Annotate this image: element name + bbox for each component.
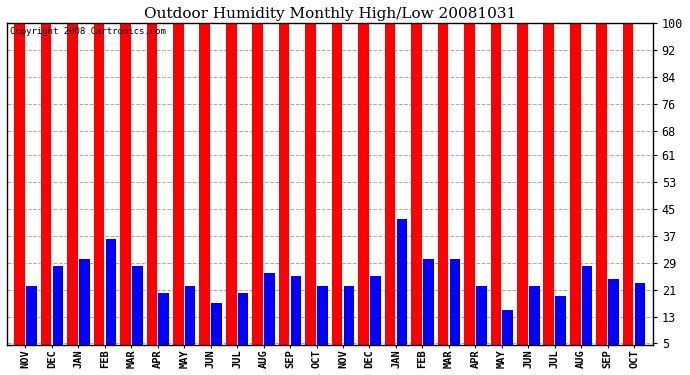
Bar (385, 24, 395, 360)
Bar (199, 24, 210, 360)
Bar (623, 24, 633, 360)
Bar (317, 286, 328, 360)
Bar (279, 24, 289, 360)
Bar (450, 259, 460, 360)
Bar (79, 259, 90, 360)
Bar (582, 266, 593, 360)
Bar (609, 279, 619, 360)
Bar (173, 24, 184, 360)
Bar (555, 296, 566, 360)
Title: Outdoor Humidity Monthly High/Low 20081031: Outdoor Humidity Monthly High/Low 200810… (144, 7, 516, 21)
Bar (305, 24, 316, 360)
Bar (423, 259, 434, 360)
Bar (397, 219, 407, 360)
Bar (26, 286, 37, 360)
Bar (529, 286, 540, 360)
Bar (491, 24, 501, 360)
Bar (94, 24, 104, 360)
Bar (264, 273, 275, 360)
Bar (120, 24, 130, 360)
Bar (332, 24, 342, 360)
Bar (635, 283, 645, 360)
Bar (344, 286, 354, 360)
Bar (570, 24, 580, 360)
Bar (41, 24, 51, 360)
Bar (14, 24, 25, 360)
Bar (67, 24, 78, 360)
Bar (596, 24, 607, 360)
Bar (211, 303, 222, 360)
Bar (358, 24, 369, 360)
Bar (146, 24, 157, 360)
Bar (159, 293, 169, 360)
Bar (437, 24, 448, 360)
Bar (476, 286, 486, 360)
Bar (52, 266, 63, 360)
Bar (544, 24, 554, 360)
Bar (226, 24, 237, 360)
Bar (502, 310, 513, 360)
Bar (464, 24, 475, 360)
Bar (253, 24, 263, 360)
Bar (238, 293, 248, 360)
Text: Copyright 2008 Cartronics.com: Copyright 2008 Cartronics.com (10, 27, 166, 36)
Bar (517, 24, 528, 360)
Bar (132, 266, 143, 360)
Bar (185, 286, 195, 360)
Bar (370, 276, 381, 360)
Bar (290, 276, 302, 360)
Bar (106, 239, 116, 360)
Bar (411, 24, 422, 360)
